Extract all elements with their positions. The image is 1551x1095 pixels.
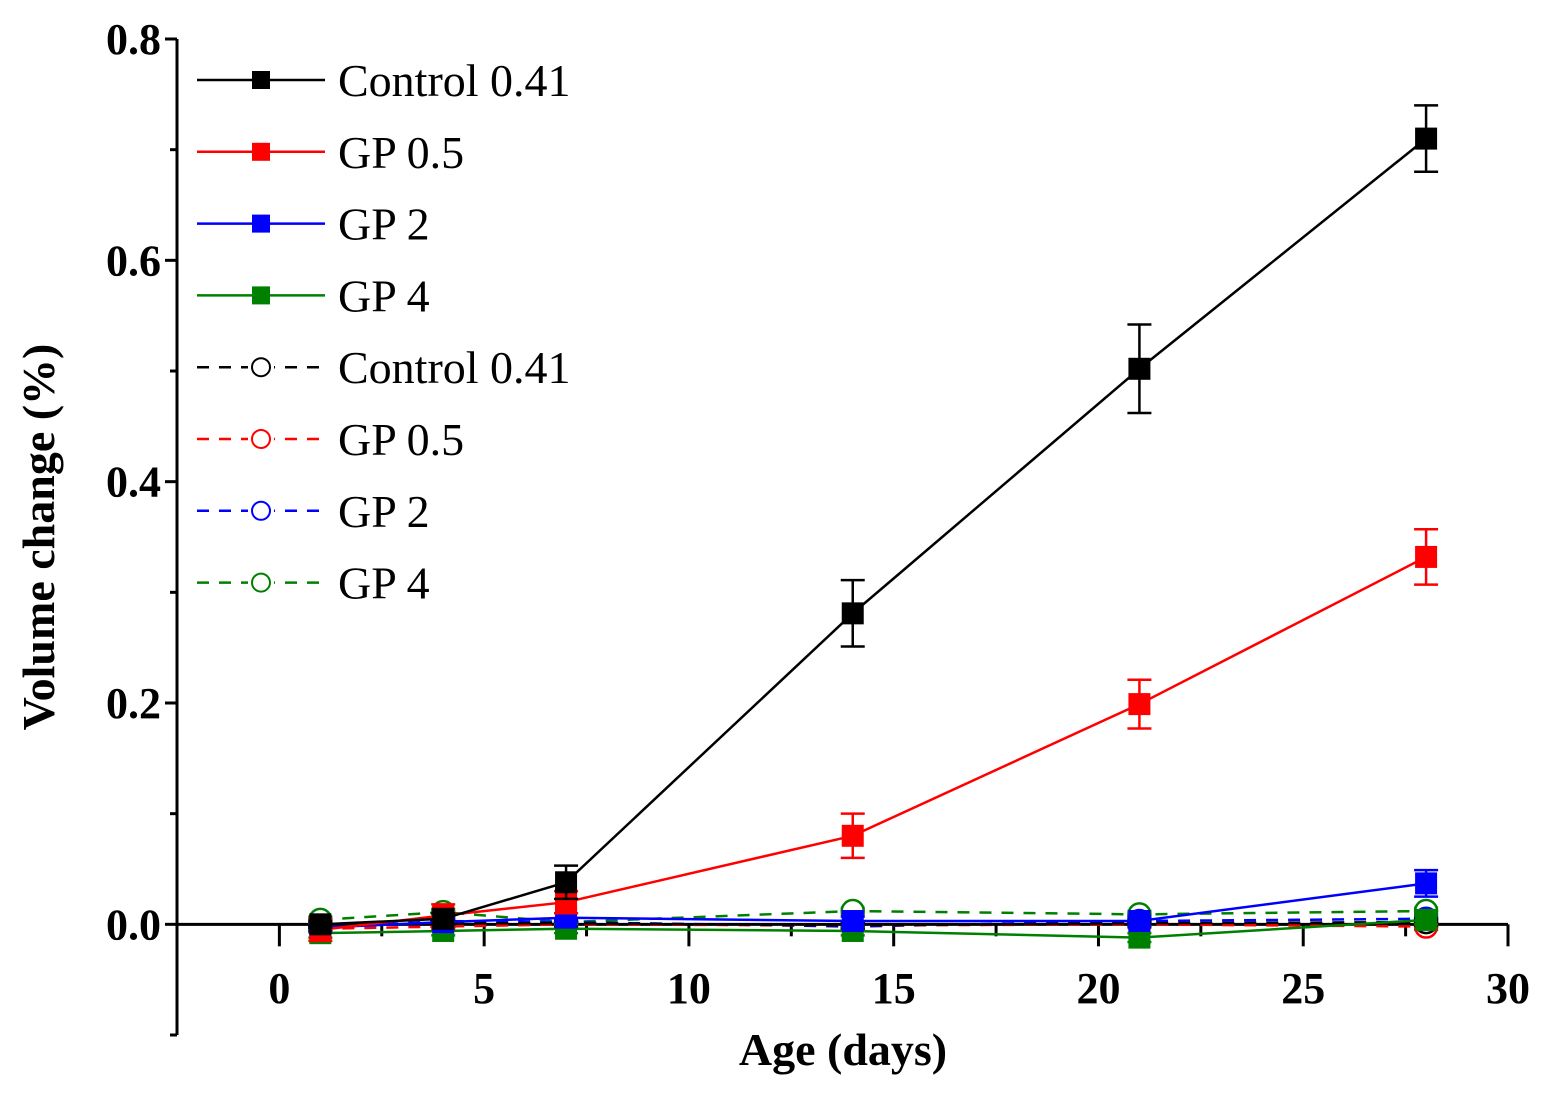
legend-marker bbox=[252, 71, 270, 89]
legend-marker bbox=[251, 572, 271, 593]
legend-item: Control 0.41 bbox=[197, 55, 571, 106]
data-point bbox=[1415, 908, 1438, 931]
legend-item: Control 0.41 bbox=[197, 342, 571, 393]
legend-marker bbox=[251, 500, 271, 521]
axes: 0.0 0.2 0.4 0.6 0.8 0 5 10 15 20 25 30 bbox=[106, 15, 1530, 1037]
legend-label: Control 0.41 bbox=[338, 342, 571, 393]
y-tick-label: 0.2 bbox=[106, 679, 161, 728]
x-tick-label: 15 bbox=[872, 964, 916, 1013]
data-point bbox=[555, 871, 578, 894]
legend-marker bbox=[251, 429, 271, 449]
x-tick-label: 30 bbox=[1486, 964, 1530, 1013]
legend-label: GP 4 bbox=[338, 558, 430, 609]
data-point bbox=[1415, 872, 1438, 895]
legend-item: GP 0.5 bbox=[197, 127, 464, 178]
legend-marker bbox=[252, 142, 270, 161]
legend-label: GP 0.5 bbox=[338, 414, 464, 465]
legend: Control 0.41 GP 0.5 GP 2 GP 4 Control 0.41 GP… bbox=[197, 55, 571, 609]
data-point bbox=[432, 907, 455, 930]
y-tick-label: 0.0 bbox=[106, 900, 161, 949]
series-line bbox=[320, 918, 1427, 939]
legend-item: GP 2 bbox=[197, 486, 430, 537]
series-gp-0-5-solid bbox=[308, 528, 1439, 943]
data-point bbox=[1415, 127, 1438, 150]
legend-item: GP 4 bbox=[197, 270, 430, 321]
data-point bbox=[841, 824, 864, 847]
y-tick-label: 0.6 bbox=[106, 236, 161, 285]
data-point bbox=[841, 602, 864, 625]
data-point bbox=[309, 913, 332, 936]
legend-item: GP 2 bbox=[197, 199, 430, 250]
y-tick-label: 0.8 bbox=[106, 15, 161, 64]
legend-marker bbox=[252, 286, 270, 305]
data-point bbox=[1128, 693, 1151, 716]
legend-item: GP 0.5 bbox=[197, 414, 464, 465]
data-point bbox=[1415, 545, 1438, 568]
series-line bbox=[320, 555, 1427, 932]
x-tick-label: 25 bbox=[1281, 964, 1325, 1013]
x-tick-label: 10 bbox=[667, 964, 711, 1013]
legend-label: GP 0.5 bbox=[338, 127, 464, 178]
x-tick-label: 5 bbox=[473, 964, 495, 1013]
series-line bbox=[320, 882, 1427, 929]
legend-marker bbox=[252, 214, 270, 233]
data-point bbox=[1128, 926, 1151, 949]
x-tick-label: 20 bbox=[1076, 964, 1120, 1013]
data-point bbox=[841, 910, 864, 933]
series-gp-0-5-dashed bbox=[308, 912, 1439, 942]
data-point bbox=[555, 891, 578, 914]
legend-label: Control 0.41 bbox=[338, 55, 571, 106]
y-tick-label: 0.4 bbox=[106, 458, 161, 507]
legend-label: GP 4 bbox=[338, 270, 430, 321]
legend-item: GP 4 bbox=[197, 558, 430, 609]
plot-area bbox=[308, 104, 1439, 949]
series-control-0-41-solid bbox=[308, 104, 1439, 936]
series-gp-2-solid bbox=[308, 868, 1439, 939]
series-line bbox=[320, 917, 1427, 929]
x-axis-label: Age (days) bbox=[739, 1024, 947, 1075]
series-line bbox=[320, 137, 1427, 926]
y-axis-label: Volume change (%) bbox=[13, 344, 64, 731]
legend-marker bbox=[251, 357, 271, 378]
legend-label: GP 2 bbox=[338, 486, 430, 537]
series-line bbox=[320, 920, 1427, 928]
data-point bbox=[1128, 910, 1151, 933]
x-tick-label: 0 bbox=[268, 964, 290, 1013]
data-point bbox=[1128, 357, 1151, 380]
legend-label: GP 2 bbox=[338, 199, 430, 250]
series-line bbox=[320, 923, 1427, 931]
